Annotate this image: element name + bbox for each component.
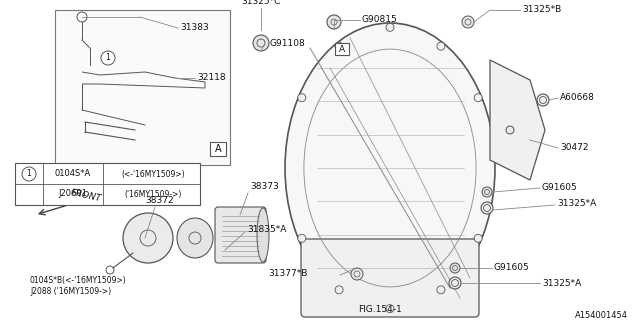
Circle shape <box>386 305 394 313</box>
Circle shape <box>450 263 460 273</box>
Text: G90815: G90815 <box>362 15 397 25</box>
Text: 32118: 32118 <box>197 74 226 83</box>
Text: ('16MY1509->): ('16MY1509->) <box>124 189 182 198</box>
Text: 31325*C: 31325*C <box>241 0 281 6</box>
Circle shape <box>298 234 306 242</box>
Text: 1: 1 <box>106 53 110 62</box>
Circle shape <box>474 94 482 102</box>
Circle shape <box>327 15 341 29</box>
Text: 31325*B: 31325*B <box>522 5 561 14</box>
Text: FRONT: FRONT <box>70 188 102 203</box>
Text: 31325*A: 31325*A <box>557 199 596 209</box>
FancyBboxPatch shape <box>215 207 266 263</box>
Circle shape <box>482 187 492 197</box>
Text: J20601: J20601 <box>59 189 88 198</box>
FancyBboxPatch shape <box>55 10 230 165</box>
Circle shape <box>474 234 482 242</box>
Text: A: A <box>339 44 345 53</box>
Text: 0104S*A: 0104S*A <box>55 170 91 179</box>
Circle shape <box>437 42 445 50</box>
Circle shape <box>335 42 343 50</box>
Text: A60668: A60668 <box>560 92 595 101</box>
FancyBboxPatch shape <box>301 239 479 317</box>
Text: G91108: G91108 <box>270 38 306 47</box>
Circle shape <box>123 213 173 263</box>
Circle shape <box>351 268 363 280</box>
Text: A154001454: A154001454 <box>575 310 628 319</box>
Ellipse shape <box>257 208 269 262</box>
Ellipse shape <box>177 218 213 258</box>
Text: A: A <box>214 144 221 154</box>
Text: 31835*A: 31835*A <box>247 226 286 235</box>
Circle shape <box>335 286 343 294</box>
FancyBboxPatch shape <box>210 142 226 156</box>
Circle shape <box>537 94 549 106</box>
Circle shape <box>506 126 514 134</box>
Circle shape <box>449 277 461 289</box>
Text: 38373: 38373 <box>250 182 279 191</box>
Circle shape <box>437 286 445 294</box>
Text: 0104S*B(<-'16MY1509>): 0104S*B(<-'16MY1509>) <box>30 276 127 284</box>
Circle shape <box>101 51 115 65</box>
Text: 31377*B: 31377*B <box>268 269 307 278</box>
Text: FIG.154-1: FIG.154-1 <box>358 305 402 314</box>
Text: 38372: 38372 <box>145 196 173 205</box>
Circle shape <box>298 94 306 102</box>
Text: J2088 ('16MY1509->): J2088 ('16MY1509->) <box>30 287 111 297</box>
Text: G91605: G91605 <box>494 262 530 271</box>
Circle shape <box>481 202 493 214</box>
FancyBboxPatch shape <box>335 43 349 55</box>
Text: (<-'16MY1509>): (<-'16MY1509>) <box>121 170 185 179</box>
Polygon shape <box>490 60 545 180</box>
Text: 31325*A: 31325*A <box>542 278 581 287</box>
Text: G91605: G91605 <box>542 182 578 191</box>
Text: 30472: 30472 <box>560 143 589 153</box>
Text: 1: 1 <box>27 170 31 179</box>
Text: 31383: 31383 <box>180 22 209 31</box>
Circle shape <box>462 16 474 28</box>
Ellipse shape <box>285 23 495 313</box>
Circle shape <box>386 23 394 31</box>
Circle shape <box>22 167 36 181</box>
Circle shape <box>253 35 269 51</box>
FancyBboxPatch shape <box>15 163 200 205</box>
